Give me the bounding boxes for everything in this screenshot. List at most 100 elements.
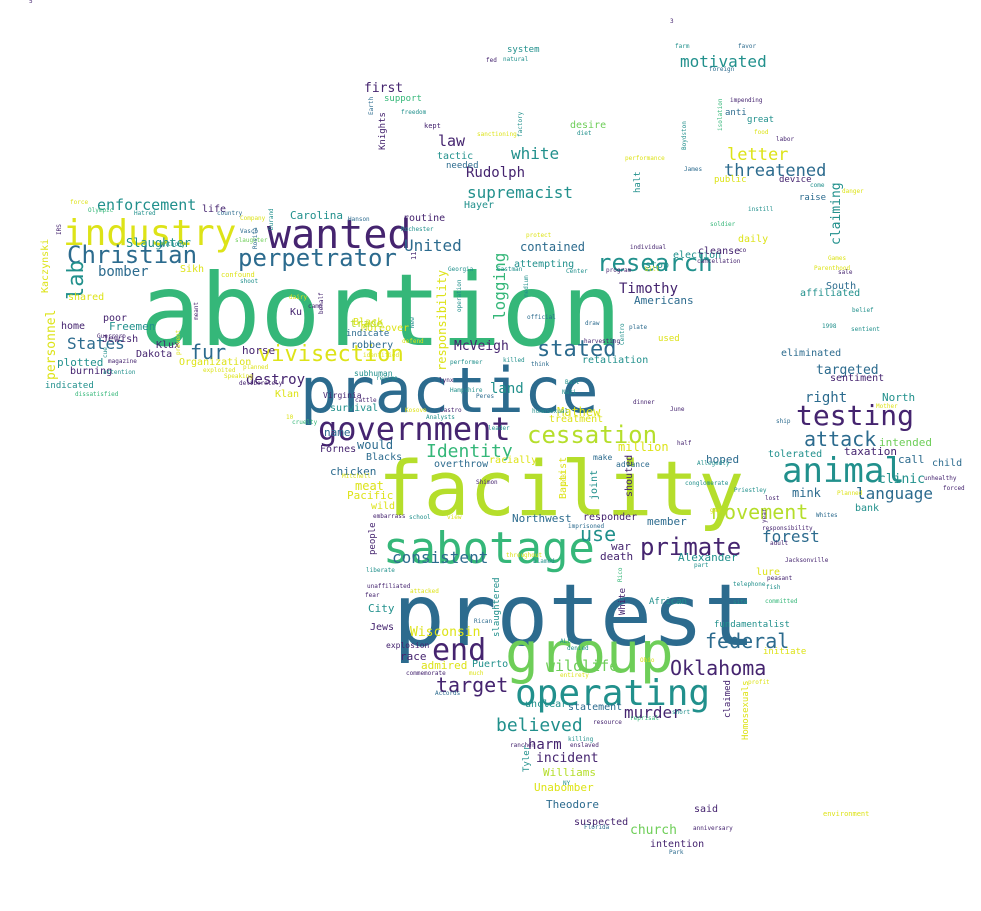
- cloud-word: responsibility: [762, 525, 813, 532]
- cloud-word: Williams: [543, 766, 596, 779]
- cloud-word: entirety: [560, 672, 589, 679]
- cloud-word: City: [368, 602, 395, 615]
- cloud-word: admired: [421, 659, 467, 672]
- cloud-word: Alexander: [678, 551, 738, 564]
- cloud-word: Allegedly: [697, 460, 730, 467]
- cloud-word: Baptist: [558, 457, 569, 499]
- cloud-word: Boydston: [681, 121, 688, 150]
- cloud-word: language: [856, 484, 933, 503]
- cloud-word: Northwest: [512, 512, 572, 525]
- cloud-word: child: [932, 458, 962, 469]
- cloud-word: great: [747, 115, 774, 125]
- cloud-word: survival: [330, 403, 378, 414]
- cloud-word: Jacksonville: [785, 557, 829, 564]
- cloud-word: deliberately: [239, 380, 283, 387]
- cloud-word: Jews: [370, 622, 394, 633]
- cloud-word: country: [217, 210, 243, 217]
- cloud-word: Rosita: [252, 227, 259, 249]
- cloud-word: conglomerate: [685, 480, 729, 487]
- cloud-word: destroy: [246, 372, 305, 388]
- cloud-word: anniversary: [693, 825, 733, 832]
- cloud-word: targeted: [816, 363, 879, 378]
- cloud-word: food: [754, 129, 769, 136]
- cloud-word: animal: [782, 451, 905, 491]
- cloud-word: sentient: [851, 326, 880, 333]
- cloud-word: protect: [526, 232, 552, 239]
- cloud-word: attack: [804, 427, 876, 451]
- cloud-word: behalf: [318, 292, 325, 314]
- cloud-word: research: [597, 249, 713, 277]
- cloud-word: people: [368, 522, 378, 555]
- cloud-word: stop: [645, 260, 669, 271]
- cloud-word: race: [400, 650, 427, 663]
- cloud-word: threatened: [724, 161, 826, 181]
- cloud-word: New: [409, 317, 416, 328]
- cloud-word: meant: [193, 302, 200, 320]
- cloud-word: retaliation: [582, 355, 648, 366]
- cloud-word: Slaughter: [126, 236, 191, 250]
- cloud-word: sabotage: [383, 523, 595, 574]
- cloud-word: Sikh: [180, 264, 204, 275]
- cloud-word: treatment: [549, 414, 603, 425]
- cloud-word: individual: [630, 244, 667, 251]
- cloud-word: Mathew: [557, 405, 601, 419]
- cloud-word: sentiment: [830, 373, 884, 384]
- cloud-word: magazine: [108, 358, 137, 365]
- cloud-word: Mother: [876, 403, 898, 410]
- cloud-word: personnel: [44, 310, 59, 380]
- cloud-word: explosion: [386, 641, 430, 650]
- cloud-word: Fornes: [320, 444, 356, 455]
- cloud-word: Rico: [617, 567, 624, 582]
- cloud-word: camp: [308, 303, 323, 310]
- cloud-word: attention: [103, 369, 136, 376]
- cloud-word: death: [600, 550, 633, 563]
- cloud-word: claiming: [829, 182, 844, 245]
- cloud-word: law: [438, 132, 466, 150]
- cloud-word: clinic: [878, 472, 925, 487]
- cloud-word: subhuman: [354, 369, 393, 378]
- cloud-word: Speaking: [224, 373, 253, 380]
- cloud-word: shouted: [624, 455, 635, 497]
- cloud-word: tactic: [437, 151, 473, 162]
- cloud-word: James: [684, 166, 702, 173]
- cloud-word: facility: [378, 444, 744, 533]
- cloud-word: motivated: [680, 52, 767, 71]
- cloud-word: Vasco: [240, 228, 258, 235]
- cloud-word: used: [658, 334, 680, 344]
- cloud-word: 3: [670, 18, 674, 25]
- cloud-word: suspected: [574, 817, 628, 828]
- cloud-word: Castro: [440, 407, 462, 414]
- cloud-word: draw: [585, 320, 600, 327]
- cloud-word: Ohio: [640, 657, 655, 664]
- cloud-word: wildlife: [546, 657, 618, 675]
- cloud-word: Hampshire: [450, 387, 483, 394]
- cloud-word: Priestley: [734, 487, 767, 494]
- cloud-word: peasant: [767, 575, 793, 582]
- cloud-word: public: [714, 175, 747, 185]
- cloud-word: stated: [537, 337, 616, 362]
- cloud-word: Carolina: [290, 209, 343, 222]
- cloud-word: advance: [616, 460, 650, 469]
- cloud-word: view: [447, 514, 462, 521]
- cloud-word: United: [404, 236, 462, 255]
- cloud-word: Americans: [634, 294, 694, 307]
- cloud-word: Rican: [474, 618, 492, 625]
- cloud-word: factory: [517, 111, 524, 137]
- cloud-word: Timothy: [619, 281, 678, 297]
- cloud-word: letter: [727, 145, 788, 165]
- cloud-word: Mitchell: [342, 473, 371, 480]
- cloud-word: Blacks: [366, 452, 402, 463]
- cloud-word: bill: [645, 266, 660, 273]
- cloud-word: responder: [583, 512, 637, 523]
- cloud-word: Wisconsin: [410, 625, 480, 640]
- cloud-word: million: [618, 440, 669, 454]
- cloud-word: environment: [823, 810, 869, 818]
- cloud-word: NY: [563, 780, 571, 787]
- cloud-word: desire: [570, 120, 606, 131]
- cloud-word: force: [70, 199, 88, 206]
- cloud-word: abortion: [140, 252, 622, 369]
- cloud-word: murder: [624, 703, 682, 722]
- cloud-word: diet: [577, 130, 592, 137]
